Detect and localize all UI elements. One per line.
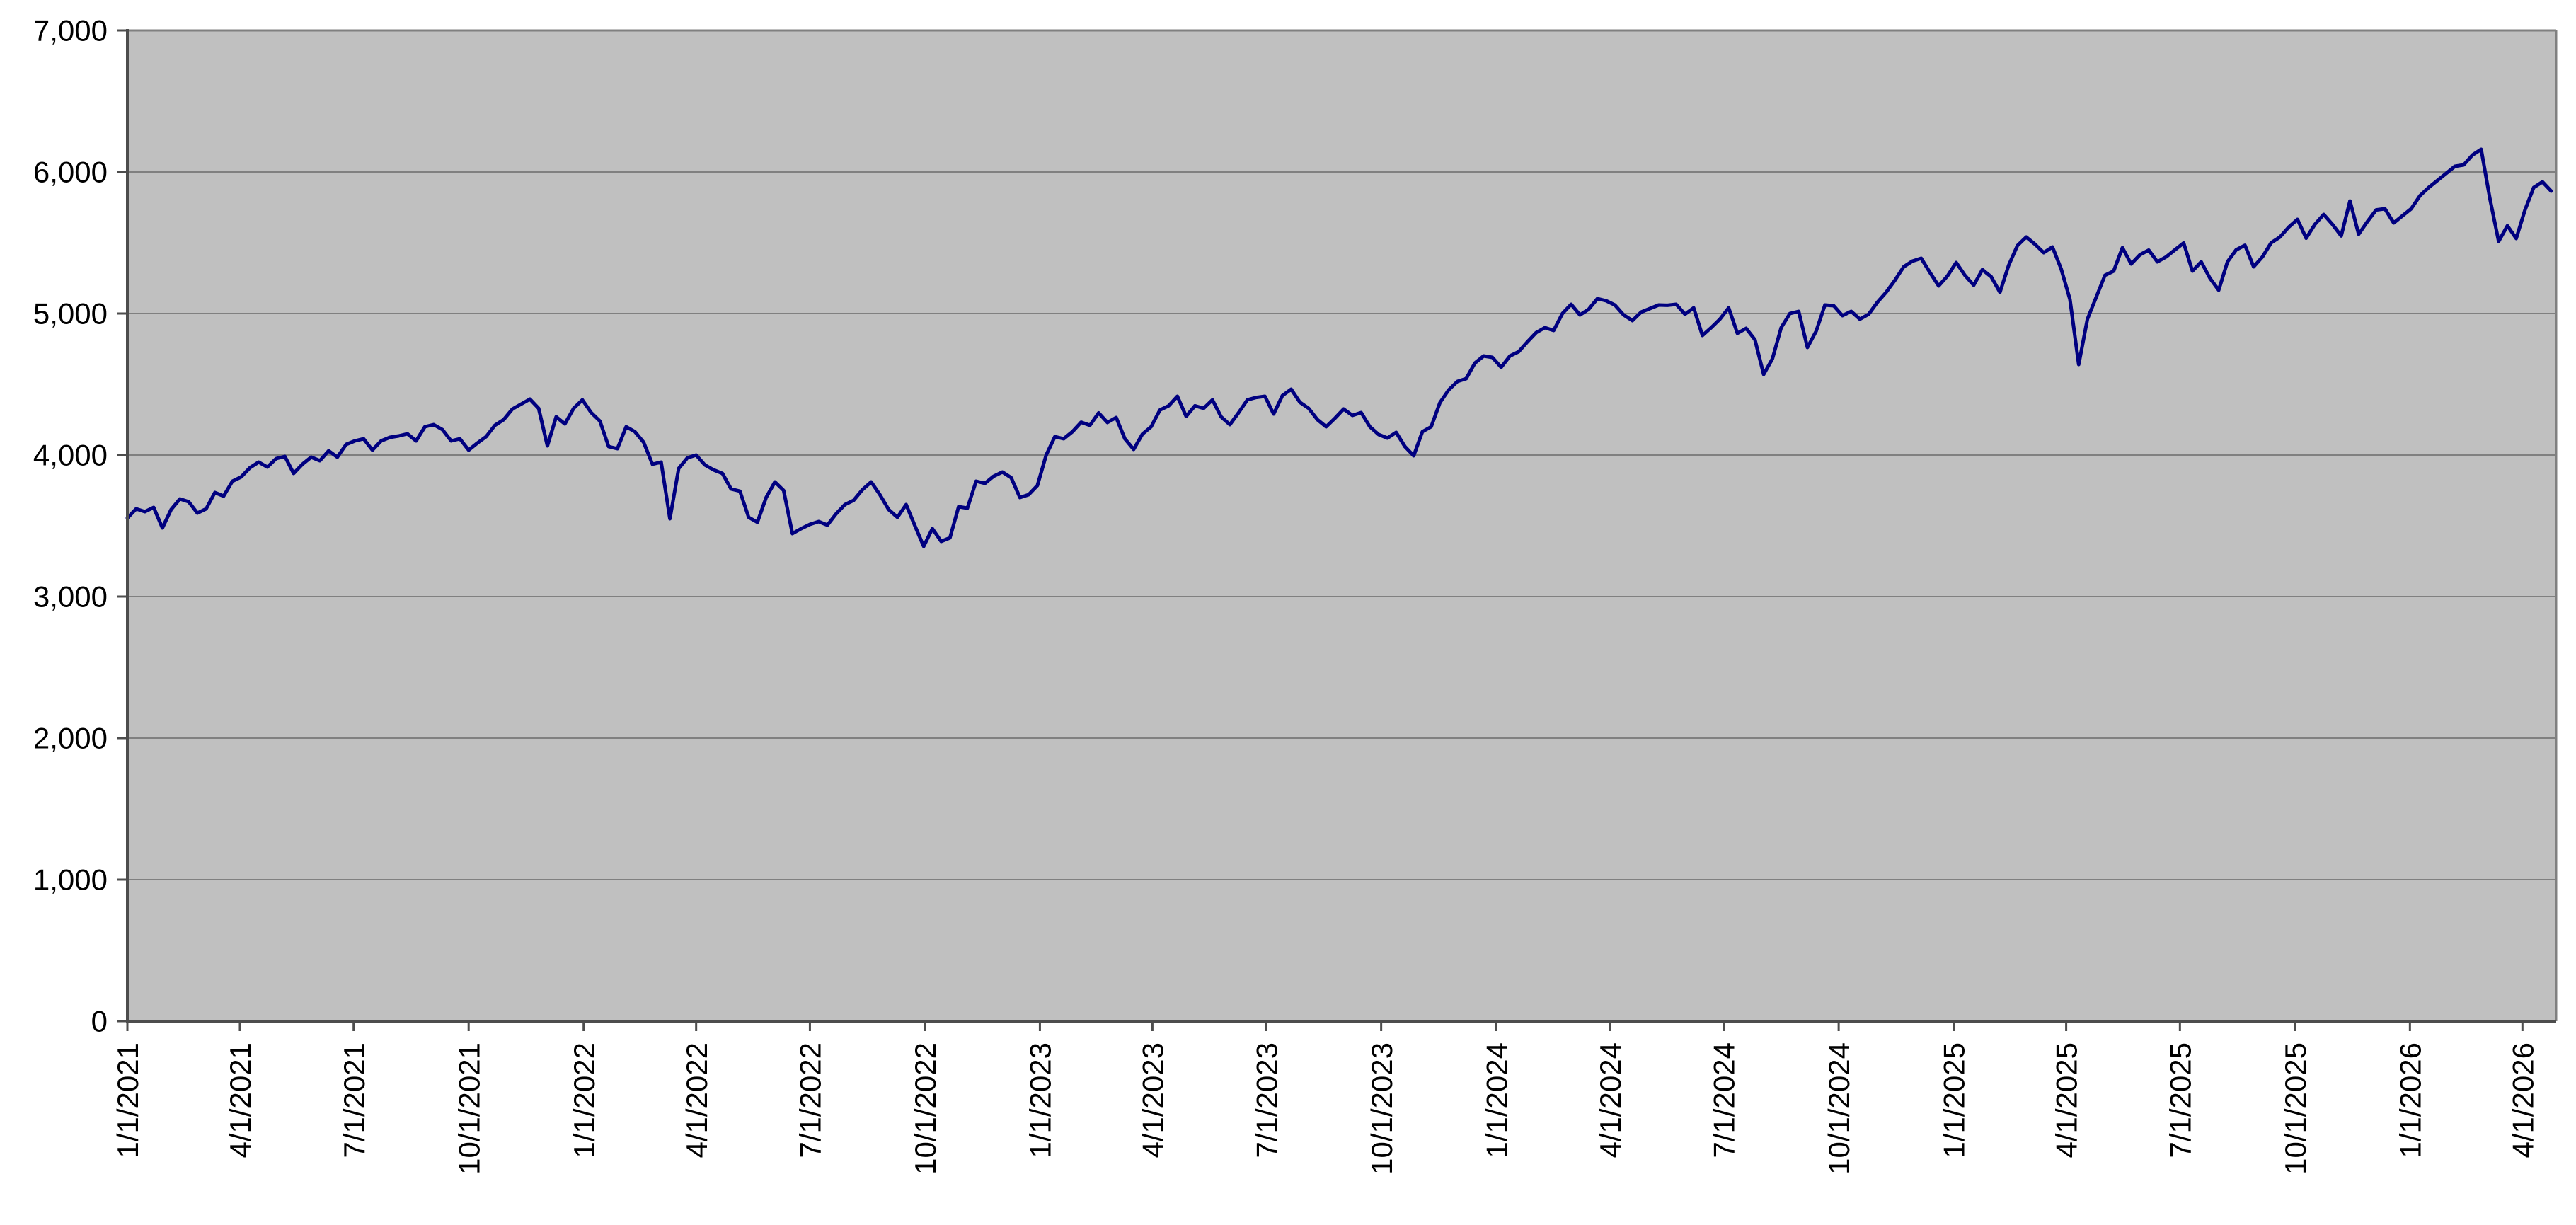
y-axis-tick-label: 2,000 [33, 722, 108, 755]
gridline-layer [127, 29, 2558, 1021]
x-axis-tick-label: 10/1/2025 [2279, 1042, 2312, 1175]
x-axis-tick-label: 1/1/2022 [568, 1042, 601, 1158]
x-axis-tick-label: 1/1/2025 [1938, 1042, 1971, 1158]
x-axis-tick-label: 4/1/2021 [224, 1042, 257, 1158]
x-axis-tick-label: 4/1/2026 [2506, 1042, 2539, 1158]
x-axis-tick-label: 1/1/2023 [1024, 1042, 1057, 1158]
x-axis-tick-label: 4/1/2024 [1594, 1042, 1627, 1158]
y-axis-tick-label: 5,000 [33, 297, 108, 330]
x-axis-tick-label: 1/1/2026 [2393, 1042, 2427, 1158]
y-axis-tick-label: 0 [91, 1005, 108, 1038]
y-axis-tick-label: 3,000 [33, 580, 108, 614]
x-axis-tick-label: 4/1/2023 [1137, 1042, 1170, 1158]
x-axis-tick-label: 1/1/2021 [111, 1042, 144, 1158]
y-axis-tick-labels: 0 1,000 2,000 3,000 4,000 5,000 6,000 7,000 [33, 14, 108, 1038]
x-axis-tick-label: 7/1/2024 [1708, 1042, 1741, 1158]
y-axis-tick-label: 7,000 [33, 14, 108, 47]
x-axis-tick-label: 7/1/2025 [2163, 1042, 2197, 1158]
x-axis-tick-label: 10/1/2021 [452, 1042, 485, 1175]
x-axis-tick-label: 7/1/2023 [1250, 1042, 1283, 1158]
x-axis-tick-label: 4/1/2025 [2050, 1042, 2083, 1158]
axis-layer [117, 29, 2556, 1031]
y-axis-tick-label: 1,000 [33, 863, 108, 897]
series-layer [125, 147, 2553, 548]
x-axis-tick-labels: 1/1/2021 4/1/2021 7/1/2021 10/1/2021 1/1/202… [111, 1042, 2539, 1175]
y-axis-tick-label: 4,000 [33, 439, 108, 472]
x-axis-tick-label: 10/1/2023 [1365, 1042, 1398, 1175]
x-axis-tick-label: 7/1/2021 [338, 1042, 371, 1158]
plot-area-layer [127, 30, 2556, 1021]
x-axis-tick-label: 10/1/2022 [909, 1042, 942, 1175]
y-axis-tick-label: 6,000 [33, 156, 108, 189]
x-axis-tick-label: 4/1/2022 [680, 1042, 713, 1158]
x-axis-tick-label: 1/1/2024 [1480, 1042, 1513, 1158]
data-series-line [125, 147, 2553, 548]
x-axis-tick-label: 7/1/2022 [794, 1042, 827, 1158]
x-axis-tick-label: 10/1/2024 [1822, 1042, 1856, 1175]
